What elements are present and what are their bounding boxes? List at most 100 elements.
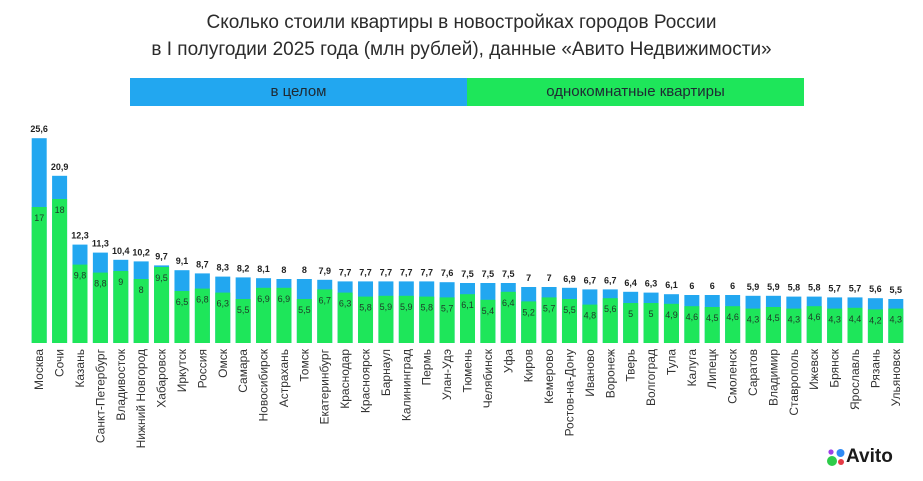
- data-label-one-room: 4,3: [890, 315, 903, 325]
- data-label-one-room: 18: [55, 205, 65, 215]
- category-label: Владимир: [766, 349, 780, 406]
- data-label-overall: 11,3: [92, 239, 109, 249]
- data-label-one-room: 6,9: [278, 294, 291, 304]
- data-label-overall: 10,4: [112, 246, 130, 256]
- data-label-overall: 12,3: [71, 231, 89, 241]
- data-label-overall: 6,4: [624, 278, 637, 288]
- category-label: Смоленск: [726, 348, 740, 404]
- data-label-one-room: 6,9: [257, 294, 270, 304]
- data-label-overall: 8: [281, 265, 286, 275]
- data-label-overall: 7,7: [380, 267, 393, 277]
- data-label-one-room: 6,7: [318, 295, 331, 305]
- data-label-overall: 8,1: [257, 264, 270, 274]
- data-label-one-room: 5: [649, 309, 654, 319]
- data-label-overall: 7: [526, 273, 531, 283]
- data-label-one-room: 8: [139, 285, 144, 295]
- data-label-one-room: 4,6: [808, 312, 821, 322]
- category-label: Омск: [216, 348, 230, 378]
- category-label: Санкт-Петербург: [93, 348, 107, 443]
- category-label: Тверь: [624, 349, 638, 382]
- category-label: Волгоград: [644, 349, 658, 406]
- data-label-one-room: 6,3: [339, 299, 352, 309]
- data-label-overall: 7,5: [502, 269, 515, 279]
- category-label: Новосибирск: [257, 348, 271, 421]
- avito-logo: Avito: [826, 445, 916, 469]
- data-label-overall: 7,9: [318, 266, 331, 276]
- data-label-overall: 6: [710, 281, 715, 291]
- data-label-overall: 6,9: [563, 274, 576, 284]
- data-label-overall: 5,8: [788, 283, 801, 293]
- category-label: Ставрополь: [787, 349, 801, 416]
- data-label-overall: 5,7: [849, 283, 862, 293]
- category-label: Казань: [73, 349, 87, 388]
- data-label-one-room: 9,5: [155, 273, 168, 283]
- data-label-overall: 7,5: [482, 269, 495, 279]
- category-label: Рязань: [868, 349, 882, 388]
- category-label: Нижний Новгород: [134, 349, 148, 448]
- bar-one-room: [52, 199, 67, 343]
- category-label: Екатеринбург: [318, 348, 332, 424]
- category-label: Ярославль: [848, 349, 862, 410]
- data-label-one-room: 5,7: [543, 303, 556, 313]
- category-label: Кемерово: [542, 349, 556, 404]
- data-label-one-room: 6,4: [502, 298, 515, 308]
- bar-one-room: [32, 207, 47, 343]
- data-label-one-room: 6,5: [176, 297, 189, 307]
- category-label: Барнаул: [379, 349, 393, 396]
- avito-logo-text: Avito: [846, 445, 893, 469]
- data-label-overall: 6,7: [584, 275, 597, 285]
- data-label-one-room: 5,5: [563, 305, 576, 315]
- data-label-overall: 7: [547, 273, 552, 283]
- category-label: Ульяновск: [889, 348, 903, 406]
- data-label-overall: 9,1: [176, 256, 189, 266]
- data-label-overall: 8: [302, 265, 307, 275]
- data-label-one-room: 5,7: [441, 303, 454, 313]
- data-label-one-room: 4,3: [788, 315, 801, 325]
- data-label-one-room: 4,6: [726, 312, 739, 322]
- data-label-one-room: 4,3: [828, 315, 841, 325]
- category-label: Владивосток: [114, 348, 128, 420]
- data-label-overall: 5,8: [808, 283, 821, 293]
- data-label-one-room: 4,4: [849, 314, 862, 324]
- category-label: Хабаровск: [155, 348, 169, 408]
- category-label: Брянск: [828, 348, 842, 388]
- data-label-one-room: 4,6: [686, 312, 699, 322]
- category-label: Краснодар: [338, 349, 352, 409]
- category-label: Томск: [297, 348, 311, 381]
- category-label: Челябинск: [481, 348, 495, 408]
- category-label: Москва: [32, 349, 46, 390]
- data-label-overall: 6: [689, 281, 694, 291]
- category-label: Красноярск: [359, 348, 373, 413]
- category-label: Улан-Удэ: [440, 349, 454, 400]
- category-label: Сочи: [53, 349, 67, 377]
- data-label-overall: 6: [730, 281, 735, 291]
- data-label-overall: 7,7: [400, 267, 413, 277]
- data-label-overall: 7,7: [339, 267, 352, 277]
- category-label: Воронеж: [603, 349, 617, 398]
- data-label-overall: 5,6: [869, 284, 882, 294]
- data-label-overall: 7,5: [461, 269, 474, 279]
- data-label-one-room: 4,9: [665, 310, 678, 320]
- data-label-overall: 10,2: [132, 247, 150, 257]
- category-label: Уфа: [501, 349, 515, 373]
- category-label: Россия: [195, 349, 209, 388]
- data-label-one-room: 8,8: [94, 279, 107, 289]
- data-label-one-room: 4,5: [706, 313, 719, 323]
- data-label-one-room: 4,2: [869, 315, 882, 325]
- data-label-one-room: 4,3: [747, 315, 760, 325]
- data-label-overall: 6,3: [645, 279, 658, 289]
- data-label-one-room: 6,8: [196, 295, 209, 305]
- data-label-one-room: 4,8: [584, 311, 597, 321]
- category-label: Тула: [664, 349, 678, 375]
- data-label-overall: 5,9: [747, 282, 760, 292]
- data-label-overall: 6,7: [604, 275, 617, 285]
- data-label-one-room: 17: [34, 213, 44, 223]
- avito-dots-icon: [826, 445, 846, 469]
- data-label-overall: 8,2: [237, 263, 250, 273]
- data-label-one-room: 5,8: [359, 303, 372, 313]
- category-label: Ижевск: [807, 348, 821, 390]
- data-label-one-room: 5,6: [604, 304, 617, 314]
- category-label: Саратов: [746, 349, 760, 396]
- category-label: Ростов-на-Дону: [562, 349, 576, 436]
